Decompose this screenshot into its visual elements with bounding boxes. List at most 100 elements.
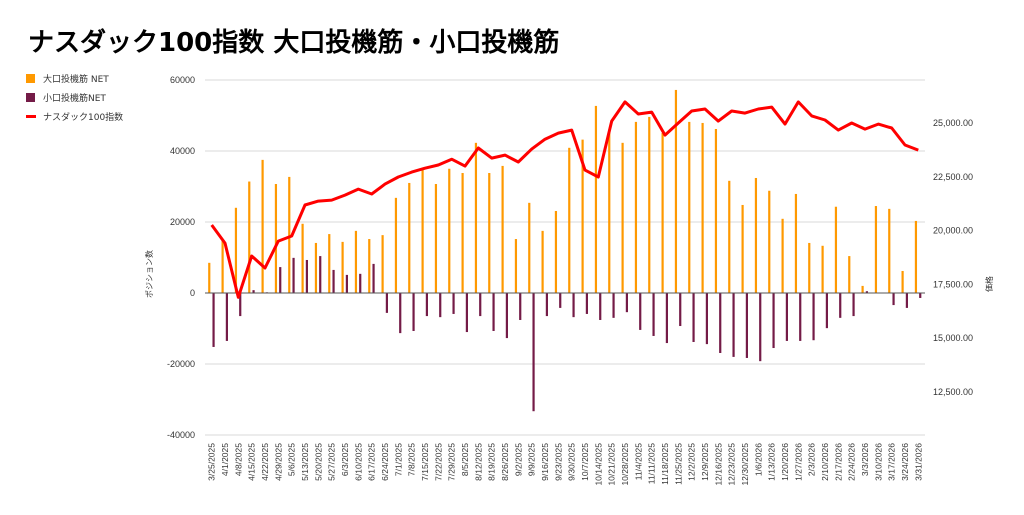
bar-large-speculators: [261, 159, 264, 293]
bar-large-speculators: [621, 142, 624, 293]
bar-small-speculators: [905, 293, 908, 308]
x-tick-label: 7/29/2025: [447, 443, 457, 481]
bar-large-speculators: [488, 173, 491, 293]
bar-large-speculators: [914, 220, 918, 293]
bar-small-speculators: [585, 293, 588, 314]
bar-small-speculators: [519, 293, 522, 320]
legend-label: 小口投機筋NET: [43, 94, 106, 104]
bar-large-speculators: [728, 180, 731, 293]
bar-small-speculators: [772, 293, 775, 349]
bar-small-speculators: [825, 293, 828, 329]
bar-large-speculators: [501, 165, 504, 293]
y2-tick-label: 20,000.00: [933, 226, 973, 236]
bar-large-speculators: [821, 245, 824, 293]
x-tick-label: 5/13/2025: [300, 443, 310, 481]
x-tick-label: 12/30/2025: [740, 443, 750, 486]
x-tick-label: 3/25/2025: [207, 443, 217, 481]
x-tick-label: 2/3/2026: [807, 443, 817, 476]
bar-large-speculators: [274, 184, 278, 293]
x-tick-label: 9/23/2025: [553, 443, 563, 481]
bar-small-speculators: [305, 259, 308, 293]
x-tick-label: 6/24/2025: [380, 443, 390, 481]
y-tick-label: -20000: [167, 359, 195, 369]
x-tick-label: 11/11/2025: [647, 443, 657, 485]
y2-axis-label: 価格: [984, 276, 994, 292]
x-tick-label: 5/6/2025: [287, 443, 297, 476]
bar-large-speculators: [554, 210, 558, 293]
bar-large-speculators: [434, 184, 438, 293]
bar-large-speculators: [381, 235, 384, 293]
bar-small-speculators: [239, 293, 242, 317]
bar-large-speculators: [608, 129, 611, 293]
x-tick-label: 1/20/2026: [780, 443, 790, 481]
bar-large-speculators: [741, 204, 744, 293]
bar-small-speculators: [705, 293, 708, 345]
bar-large-speculators: [448, 168, 451, 293]
bar-large-speculators: [541, 230, 544, 293]
legend-swatch: [26, 74, 35, 83]
x-tick-label: 12/2/2025: [687, 443, 697, 481]
y-tick-label: -40000: [167, 430, 195, 440]
bar-small-speculators: [332, 269, 335, 293]
bar-large-speculators: [754, 177, 758, 293]
bar-large-speculators: [354, 230, 358, 293]
bar-small-speculators: [612, 293, 615, 318]
bar-small-speculators: [359, 273, 362, 293]
bar-small-speculators: [532, 293, 535, 412]
y2-tick-label: 25,000.00: [933, 118, 973, 128]
bar-large-speculators: [701, 122, 704, 293]
y-tick-label: 60000: [170, 75, 195, 85]
x-tick-label: 12/23/2025: [727, 443, 737, 486]
bar-large-speculators: [221, 239, 224, 293]
bar-small-speculators: [292, 257, 295, 293]
bar-small-speculators: [839, 293, 842, 318]
x-tick-label: 6/10/2025: [353, 443, 363, 481]
x-tick-label: 8/12/2025: [473, 443, 483, 481]
bar-small-speculators: [545, 293, 548, 317]
legend-swatch: [26, 93, 35, 102]
x-tick-label: 7/1/2025: [393, 443, 403, 476]
bar-large-speculators: [474, 142, 478, 293]
x-tick-label: 3/31/2026: [913, 443, 923, 481]
bar-small-speculators: [465, 293, 468, 333]
bar-small-speculators: [625, 293, 628, 313]
bar-small-speculators: [572, 293, 575, 318]
bar-small-speculators: [452, 293, 455, 314]
x-tick-label: 1/13/2026: [767, 443, 777, 481]
bar-large-speculators: [848, 256, 851, 293]
legend-item-nasdaq100: ナスダック100指数: [26, 110, 123, 123]
x-tick-label: 8/19/2025: [487, 443, 497, 481]
x-tick-label: 9/9/2025: [527, 443, 537, 476]
x-tick-label: 11/4/2025: [633, 443, 643, 480]
bar-small-speculators: [732, 293, 735, 357]
bar-small-speculators: [345, 274, 348, 293]
bar-small-speculators: [479, 293, 482, 317]
bar-small-speculators: [652, 293, 655, 336]
bar-small-speculators: [252, 290, 255, 293]
bar-small-speculators: [225, 293, 228, 341]
x-tick-label: 3/3/2026: [860, 443, 870, 476]
x-tick-label: 3/17/2026: [887, 443, 897, 481]
x-tick-label: 9/30/2025: [567, 443, 577, 481]
x-tick-label: 4/1/2025: [220, 443, 230, 476]
bar-small-speculators: [719, 293, 722, 353]
bar-small-speculators: [759, 293, 762, 362]
bar-large-speculators: [568, 147, 571, 293]
bar-small-speculators: [385, 293, 388, 313]
y-tick-label: 20000: [170, 217, 195, 227]
bar-small-speculators: [745, 293, 748, 358]
x-tick-label: 10/7/2025: [580, 443, 590, 481]
y2-tick-label: 22,500.00: [933, 172, 973, 182]
bar-small-speculators: [799, 293, 802, 341]
bar-large-speculators: [594, 105, 598, 293]
x-tick-label: 10/14/2025: [593, 443, 603, 486]
nasdaq100-line: [210, 100, 919, 299]
bar-large-speculators: [661, 132, 664, 293]
legend-item-small-speculators: 小口投機筋NET: [26, 91, 123, 104]
bar-large-speculators: [248, 181, 251, 293]
legend-swatch: [26, 115, 36, 118]
bar-small-speculators: [892, 293, 895, 306]
bar-small-speculators: [319, 256, 322, 293]
bar-small-speculators: [812, 293, 815, 341]
